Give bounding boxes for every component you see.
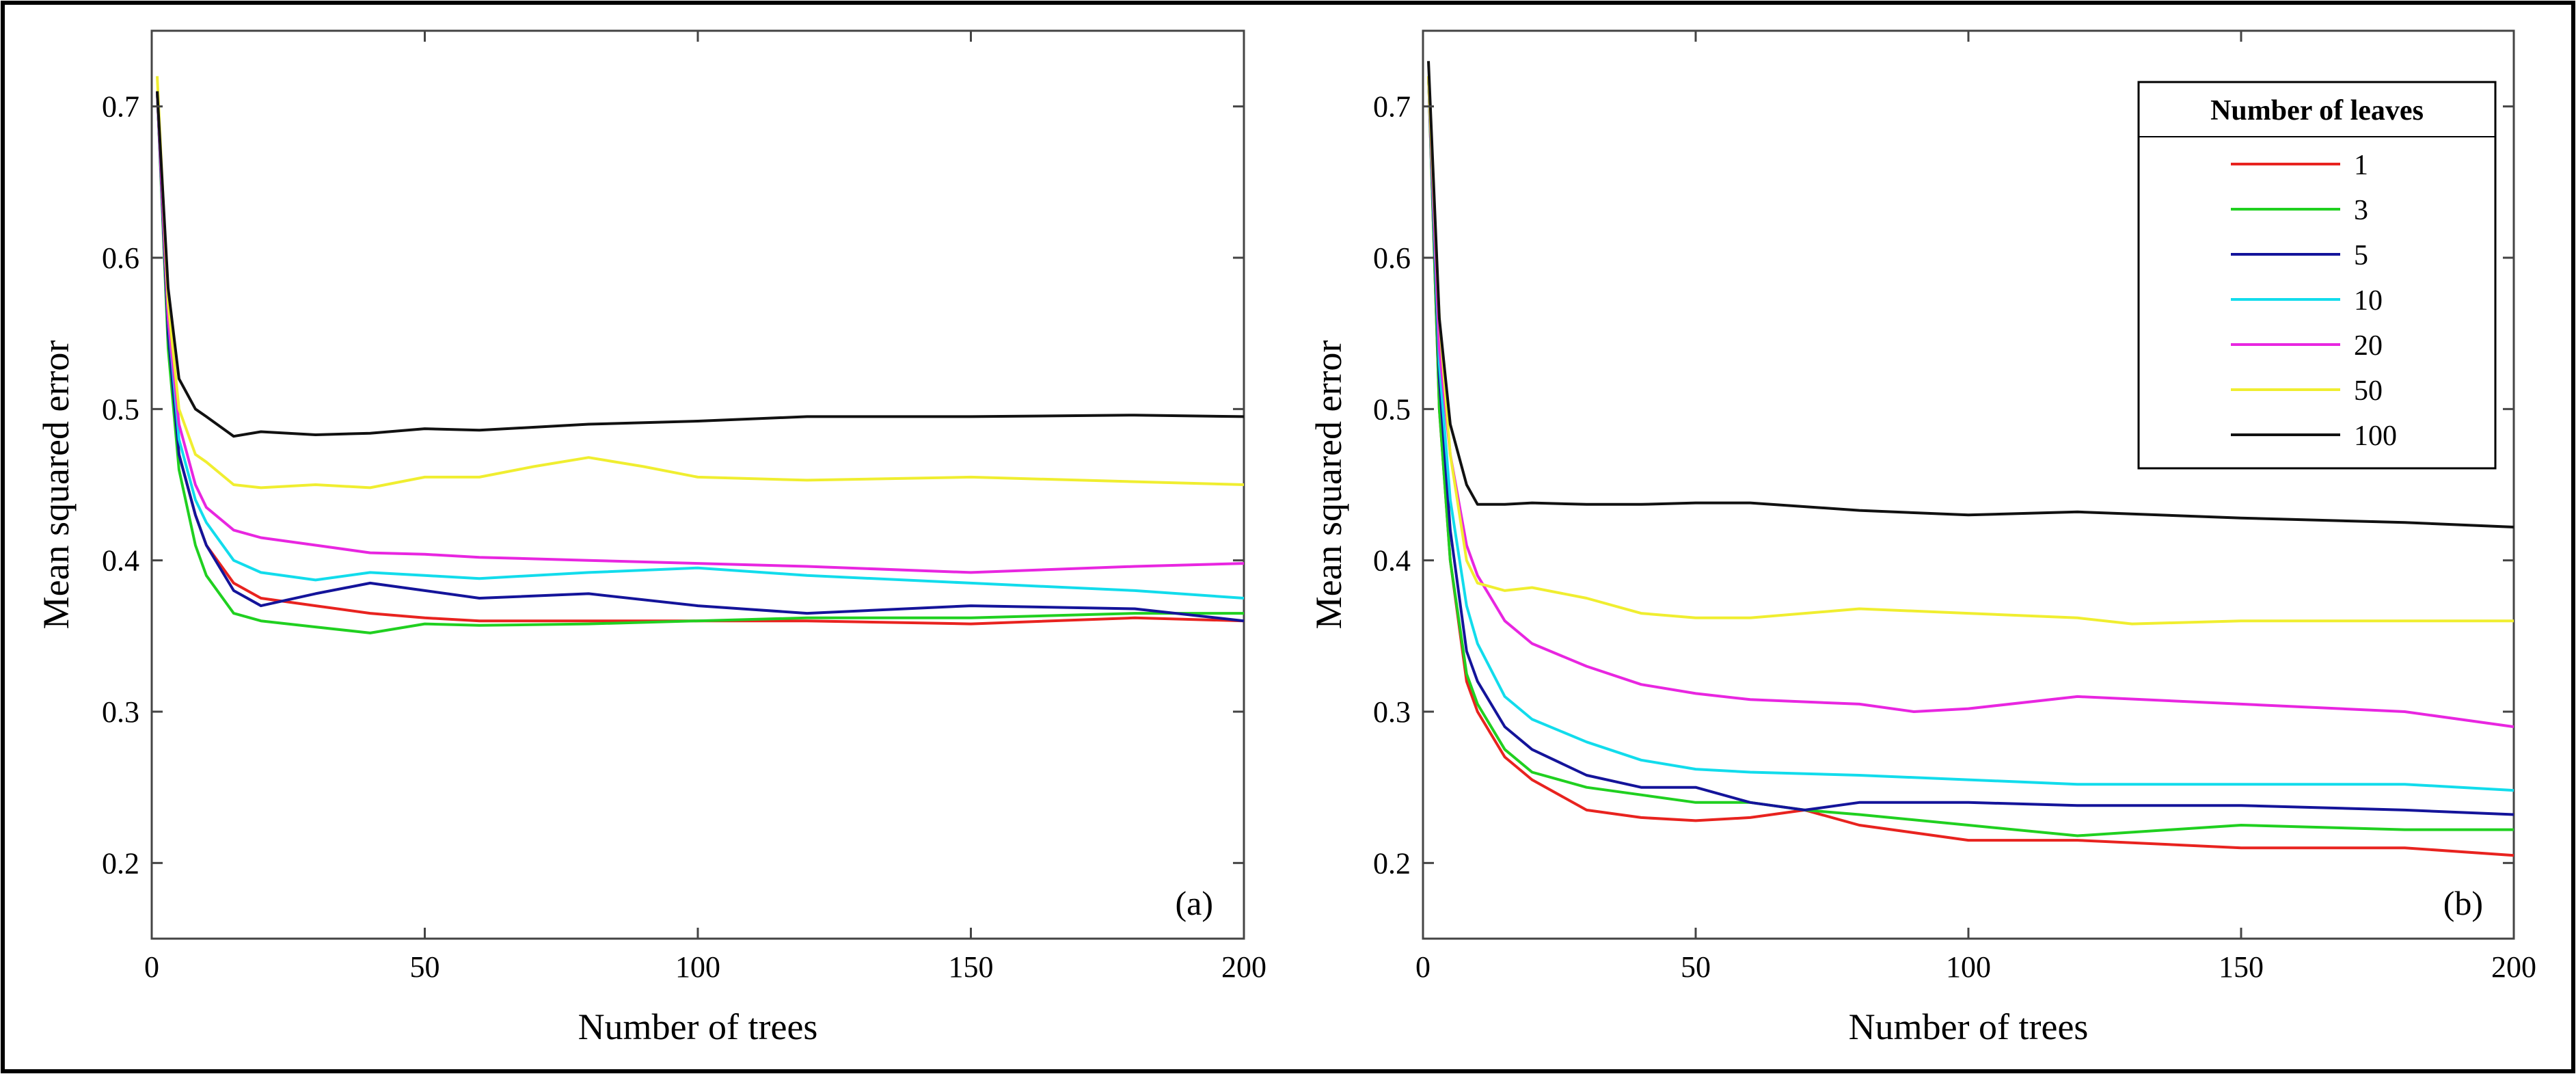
legend-label-5: 5: [2354, 240, 2368, 271]
legend-box: [2137, 81, 2497, 470]
legend-entries: 1 3 5 10 20 50 100: [2231, 150, 2397, 452]
y-axis-label-b: Mean squared error: [1308, 340, 1349, 630]
panel-a: 0 50 100 150 200 0.2 0.3 0.4 0.5 0.6 0.7 Number o…: [36, 29, 1266, 1047]
x-axis-label-a: Number of trees: [578, 1006, 818, 1047]
y-tick-label: 0.4: [1373, 544, 1411, 578]
x-tick-label: 150: [2219, 950, 2264, 984]
series-line-100-a: [156, 91, 1245, 438]
y-tick-label: 0.2: [102, 846, 139, 880]
y-axis-label-a: Mean squared error: [36, 340, 77, 630]
x-tick-label: 150: [949, 950, 994, 984]
x-tick-label: 50: [1681, 950, 1711, 984]
y-tick-label: 0.7: [102, 90, 139, 124]
series-line-10-b: [1427, 76, 2514, 792]
y-tick-label: 0.5: [1373, 392, 1411, 426]
y-tick-label: 0.7: [1373, 90, 1411, 124]
x-tick-label: 100: [1946, 950, 1991, 984]
y-ticks-a: 0.2 0.3 0.4 0.5 0.6 0.7: [102, 90, 1244, 880]
series-layer-a: [156, 76, 1245, 634]
series-line-10-a: [156, 91, 1245, 600]
series-line-3-a: [156, 91, 1244, 634]
y-tick-label: 0.2: [1373, 846, 1411, 880]
legend: Number of leaves 1 3 5 10 20 50 100: [2137, 81, 2497, 470]
panel-label-b: (b): [2443, 884, 2483, 922]
x-tick-label: 100: [675, 950, 720, 984]
legend-label-10: 10: [2354, 285, 2383, 317]
series-line-5-a: [156, 91, 1245, 623]
x-tick-label: 200: [1221, 950, 1266, 984]
series-line-5-b: [1427, 76, 2514, 816]
series-layer-b: [1427, 61, 2514, 857]
x-tick-label: 50: [410, 950, 440, 984]
x-tick-label: 0: [144, 950, 159, 984]
y-tick-label: 0.5: [102, 392, 139, 426]
x-ticks-a: 0 50 100 150 200: [144, 31, 1266, 984]
x-ticks-b: 0 50 100 150 200: [1415, 31, 2536, 984]
y-tick-label: 0.4: [102, 544, 139, 578]
series-line-50-b: [1427, 76, 2514, 626]
y-tick-label: 0.6: [102, 241, 139, 275]
x-tick-label: 0: [1415, 950, 1431, 984]
series-line-20-b: [1427, 76, 2514, 729]
legend-label-1: 1: [2354, 150, 2368, 181]
y-tick-label: 0.6: [1373, 241, 1411, 275]
y-tick-label: 0.3: [102, 695, 139, 729]
legend-label-50: 50: [2354, 375, 2383, 407]
x-axis-label-b: Number of trees: [1849, 1006, 2089, 1047]
legend-label-3: 3: [2354, 195, 2368, 226]
y-ticks-b: 0.2 0.3 0.4 0.5 0.6 0.7: [1373, 90, 2514, 880]
series-line-50-a: [156, 76, 1245, 489]
legend-label-20: 20: [2354, 330, 2383, 362]
x-tick-label: 200: [2491, 950, 2536, 984]
y-tick-label: 0.3: [1373, 695, 1411, 729]
panel-label-a: (a): [1176, 884, 1214, 922]
legend-label-100: 100: [2354, 420, 2397, 452]
series-line-100-b: [1427, 61, 2514, 528]
legend-title: Number of leaves: [2210, 95, 2424, 126]
series-line-3-b: [1427, 76, 2514, 837]
series-line-20-a: [156, 91, 1245, 574]
panel-b: 0 50 100 150 200 0.20.30.40.50.60.7 Number o…: [1308, 29, 2536, 1047]
